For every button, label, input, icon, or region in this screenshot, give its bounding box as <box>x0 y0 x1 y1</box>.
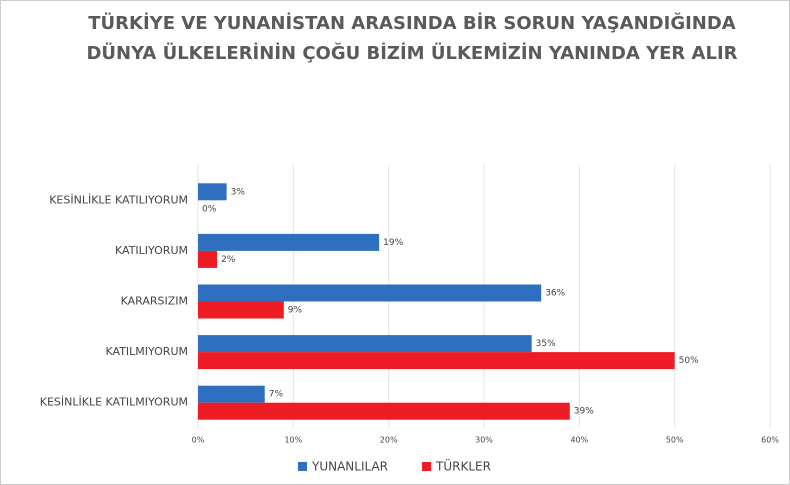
x-tick-label: 40% <box>570 436 588 445</box>
value-label: 50% <box>679 356 699 366</box>
bar <box>198 284 542 302</box>
y-tick-label: KATILMIYORUM <box>106 345 188 358</box>
value-label: 9% <box>288 306 303 316</box>
bar <box>198 233 380 251</box>
value-label: 35% <box>536 339 556 349</box>
value-label: 2% <box>221 255 236 265</box>
value-label: 39% <box>574 407 594 417</box>
bar <box>198 250 218 268</box>
x-tick-label: 50% <box>666 436 684 445</box>
value-label: 7% <box>269 390 284 400</box>
value-label: 0% <box>202 204 217 214</box>
value-label: 36% <box>545 289 565 299</box>
y-tick-label: KATILIYORUM <box>115 244 188 257</box>
value-label: 19% <box>383 238 403 248</box>
legend-label: TÜRKLER <box>435 458 491 474</box>
legend-swatch <box>298 462 307 471</box>
x-tick-label: 10% <box>284 436 302 445</box>
bar <box>198 352 675 370</box>
legend-label: YUNANLILAR <box>311 460 388 474</box>
bar <box>198 335 532 353</box>
bar <box>198 385 265 403</box>
x-tick-label: 30% <box>475 436 493 445</box>
x-tick-label: 20% <box>380 436 398 445</box>
bar <box>198 402 570 420</box>
x-tick-label: 60% <box>761 436 779 445</box>
y-tick-label: KESİNLİKLE KATILMIYORUM <box>40 396 188 409</box>
chart-title: DÜNYA ÜLKELERİNİN ÇOĞU BİZİM ÜLKEMİZİN Y… <box>86 42 737 64</box>
bar <box>198 301 284 319</box>
value-label: 3% <box>231 187 246 197</box>
chart-title: TÜRKİYE VE YUNANİSTAN ARASINDA BİR SORUN… <box>88 12 736 34</box>
y-tick-label: KARARSIZIM <box>121 295 188 308</box>
bar <box>198 183 227 201</box>
legend-swatch <box>422 462 432 471</box>
x-tick-label: 0% <box>192 436 205 445</box>
y-tick-label: KESİNLİKLE KATILIYORUM <box>49 193 188 206</box>
